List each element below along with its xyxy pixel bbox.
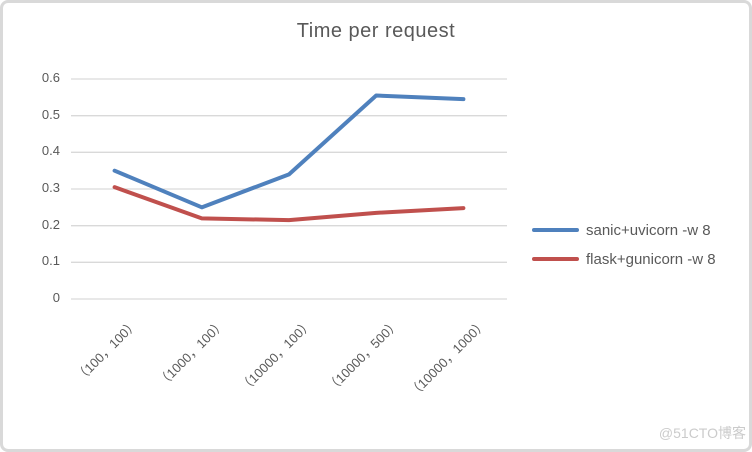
y-tick-label: 0.2 — [41, 216, 60, 232]
y-tick-label: 0.4 — [41, 143, 60, 159]
legend: sanic+uvicorn -w 8 flask+gunicorn -w 8 — [532, 221, 716, 268]
series-line — [112, 185, 466, 223]
legend-label: sanic+uvicorn -w 8 — [586, 221, 711, 239]
legend-line-swatch — [532, 228, 579, 232]
watermark: @51CTO博客 — [658, 425, 746, 441]
legend-label: flask+gunicorn -w 8 — [586, 250, 716, 268]
y-tick-label: 0.3 — [41, 180, 60, 195]
series-line — [112, 93, 466, 210]
legend-item: flask+gunicorn -w 8 — [532, 250, 716, 268]
chart-title: Time per request — [296, 20, 456, 42]
y-tick-label: 0.6 — [41, 70, 60, 85]
y-tick-label: 0.1 — [41, 253, 60, 269]
legend-line-swatch — [532, 257, 579, 261]
legend-item: sanic+uvicorn -w 8 — [532, 221, 716, 239]
y-tick-label: 0 — [52, 290, 60, 305]
y-tick-label: 0.5 — [41, 106, 60, 122]
